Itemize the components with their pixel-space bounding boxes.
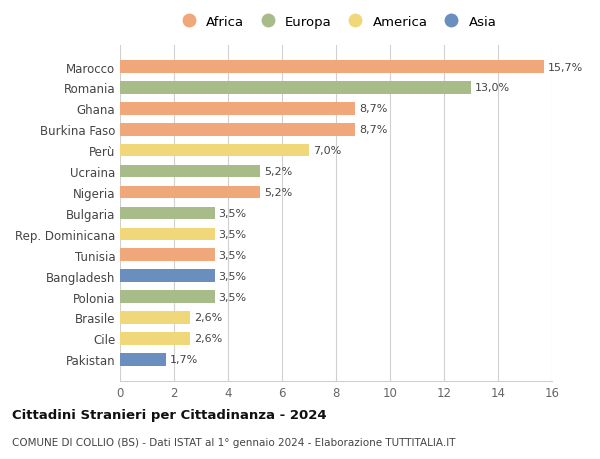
Bar bbox=[120, 270, 215, 282]
Bar bbox=[120, 82, 471, 95]
Text: 3,5%: 3,5% bbox=[218, 230, 247, 239]
Text: 8,7%: 8,7% bbox=[359, 125, 388, 135]
Bar bbox=[120, 332, 190, 345]
Text: 13,0%: 13,0% bbox=[475, 83, 510, 93]
Bar bbox=[120, 61, 544, 73]
Legend: Africa, Europa, America, Asia: Africa, Europa, America, Asia bbox=[176, 16, 496, 28]
Text: 5,2%: 5,2% bbox=[265, 167, 293, 177]
Text: 7,0%: 7,0% bbox=[313, 146, 341, 156]
Text: 3,5%: 3,5% bbox=[218, 208, 247, 218]
Text: 3,5%: 3,5% bbox=[218, 271, 247, 281]
Bar bbox=[120, 186, 260, 199]
Bar bbox=[120, 207, 215, 220]
Bar bbox=[120, 291, 215, 303]
Bar bbox=[120, 353, 166, 366]
Text: 5,2%: 5,2% bbox=[265, 188, 293, 197]
Text: 15,7%: 15,7% bbox=[548, 62, 583, 73]
Bar bbox=[120, 165, 260, 178]
Bar bbox=[120, 103, 355, 115]
Text: 3,5%: 3,5% bbox=[218, 292, 247, 302]
Bar bbox=[120, 228, 215, 241]
Text: 8,7%: 8,7% bbox=[359, 104, 388, 114]
Bar bbox=[120, 249, 215, 262]
Text: 3,5%: 3,5% bbox=[218, 250, 247, 260]
Text: 2,6%: 2,6% bbox=[194, 313, 223, 323]
Bar bbox=[120, 124, 355, 136]
Text: Cittadini Stranieri per Cittadinanza - 2024: Cittadini Stranieri per Cittadinanza - 2… bbox=[12, 408, 326, 421]
Text: 1,7%: 1,7% bbox=[170, 354, 198, 364]
Text: COMUNE DI COLLIO (BS) - Dati ISTAT al 1° gennaio 2024 - Elaborazione TUTTITALIA.: COMUNE DI COLLIO (BS) - Dati ISTAT al 1°… bbox=[12, 437, 455, 447]
Bar bbox=[120, 312, 190, 324]
Text: 2,6%: 2,6% bbox=[194, 334, 223, 344]
Bar bbox=[120, 145, 309, 157]
